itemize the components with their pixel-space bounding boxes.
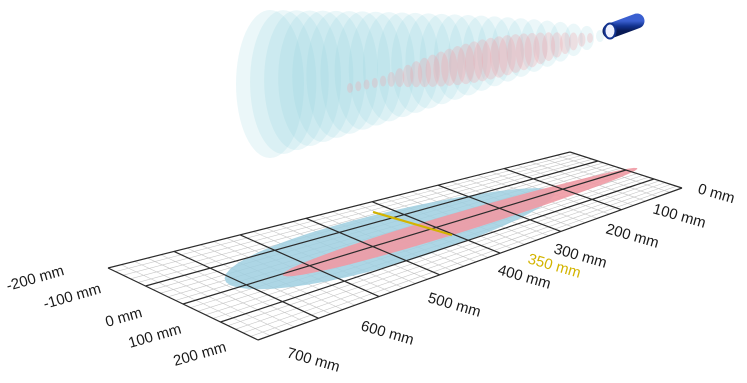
distance-label: 0 mm (696, 181, 737, 208)
beam-slice-wide (462, 15, 500, 91)
grid-line-major (305, 217, 440, 276)
beam-slice-wide (377, 12, 427, 118)
grid-line-major (173, 250, 319, 319)
beam-slice-narrow (395, 68, 405, 88)
beam-slice-wide (320, 11, 378, 134)
beam-slice-wide (433, 14, 476, 100)
beam-slice-narrow (449, 45, 467, 86)
lateral-label: 0 mm (103, 304, 144, 331)
beam-slice-wide (405, 13, 452, 109)
beam-slice-narrow (441, 48, 458, 86)
grid-line-major (257, 187, 683, 341)
beam-slice-narrow (433, 51, 449, 87)
grid-line-major (107, 151, 571, 269)
beam-slice-narrow (498, 35, 516, 76)
beam-slice-wide (362, 12, 415, 122)
distance-label: 700 mm (285, 345, 342, 376)
beam-slice-narrow (379, 75, 387, 87)
beam-slice-wide (278, 10, 342, 147)
highlight-350mm-line (372, 210, 453, 237)
lateral-label: 200 mm (171, 339, 228, 370)
beam-slice-wide (419, 13, 464, 105)
beam-slice-wide (264, 10, 329, 151)
beam-slice-wide (334, 11, 391, 130)
sensor-icon (602, 13, 645, 40)
beam-slice-wide (250, 10, 317, 155)
beam-slice-wide (579, 25, 594, 51)
distance-label: 500 mm (426, 290, 483, 321)
beam-slice-narrow (371, 77, 378, 88)
beam-slice-narrow (363, 79, 370, 90)
grid-line-major (145, 160, 599, 287)
distance-label: 200 mm (604, 221, 661, 252)
floor-grid-major (107, 151, 683, 341)
grid-line-major (220, 178, 655, 323)
lateral-label: -100 mm (41, 280, 103, 313)
beam-slice-narrow (559, 32, 571, 55)
beam-slice-narrow (410, 61, 423, 88)
beam-slice-narrow (473, 39, 492, 82)
lateral-label: -200 mm (4, 262, 66, 295)
beam-slice-wide (549, 21, 572, 62)
beam-slice-narrow (577, 32, 586, 47)
beam-slice-narrow (507, 34, 524, 73)
beam-slice-narrow (425, 54, 440, 87)
beam-slice-narrow (515, 33, 532, 71)
beam-slice-wide (505, 18, 536, 77)
beam-slice-narrow (457, 43, 475, 85)
beam-slice-wide (236, 10, 304, 158)
beam-slice-narrow (355, 81, 362, 92)
lateral-label: 100 mm (126, 321, 183, 352)
beam-slice-wide (391, 12, 440, 113)
beam-slice-narrow (490, 36, 508, 78)
footprint-narrow (282, 167, 638, 277)
lateral-axis-labels: -200 mm -100 mm 0 mm 100 mm 200 mm (4, 262, 228, 370)
distance-label: 600 mm (359, 318, 416, 349)
beam-slice-wide (448, 14, 488, 96)
beam-slice-wide (564, 23, 583, 57)
beam-slice-wide (491, 17, 524, 82)
grid-line-major (239, 234, 380, 298)
grid-line-minor (250, 185, 677, 337)
beam-slice-wide (306, 10, 366, 138)
grid-line-major (569, 151, 683, 189)
grid-line-major (437, 184, 562, 232)
narrow-beam-cone (347, 32, 593, 93)
beam-slice-narrow (587, 33, 593, 43)
beam-slice-wide (476, 16, 512, 87)
beam-slice-narrow (542, 32, 556, 61)
grid-line-minor (130, 157, 587, 280)
grid-line-major (107, 267, 259, 341)
beam-slice-narrow (568, 32, 578, 51)
beam-slice-narrow (465, 41, 484, 83)
grid-line-minor (122, 155, 582, 276)
beam-slice-narrow (402, 64, 414, 88)
grid-line-major (371, 201, 501, 254)
beam-slice-narrow (533, 32, 548, 65)
grid-line-minor (242, 184, 671, 334)
beam-slice-narrow (481, 37, 500, 80)
beam-slice-wide (520, 19, 548, 72)
distance-label: 100 mm (651, 201, 708, 232)
beam-slice-wide (534, 20, 560, 67)
beam-slice-wide (348, 11, 403, 126)
beam-slice-narrow (417, 57, 432, 88)
grid-line-minor (227, 180, 660, 326)
beam-slice-wide (596, 30, 604, 42)
beam-slice-narrow (387, 71, 396, 87)
grid-line-minor (235, 182, 666, 330)
beam-slice-narrow (551, 32, 563, 58)
beam-slice-wide (292, 10, 354, 142)
wide-beam-cone (236, 10, 604, 158)
grid-line-major (182, 169, 627, 305)
grid-line-major (503, 168, 622, 211)
beam-slice-narrow (347, 83, 353, 93)
beam-slice-narrow (524, 32, 540, 68)
grid-line-minor (115, 153, 576, 272)
